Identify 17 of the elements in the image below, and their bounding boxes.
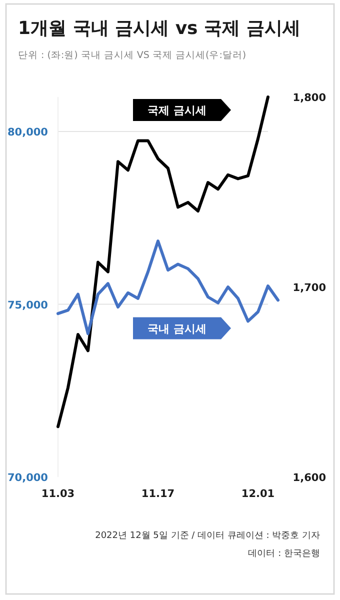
text: 2022년 12월 5일 기준 / 데이터 큐레이션 : 박중호 기자 — [95, 531, 320, 541]
y-tick-label: 80,000 — [7, 126, 48, 139]
line-series — [56, 240, 280, 336]
x-tick-label: 11.17 — [141, 488, 175, 500]
chart-title: 1개월 국내 금시세 vs 국제 금시세 — [18, 18, 300, 39]
y-tick-label: 75,000 — [7, 299, 48, 312]
arrow-label: 국제 금시세 — [133, 99, 231, 121]
line-series — [56, 96, 270, 428]
chart-subtitle: 단위 : (좌:원) 국내 금시세 VS 국제 금시세(우:달러) — [18, 50, 246, 61]
text: 데이터 : 한국은행 — [248, 549, 320, 559]
x-tick-label: 12.01 — [241, 488, 275, 500]
y2-tick-label: 1,700 — [292, 282, 326, 294]
arrow-label: 국내 금시세 — [133, 317, 231, 340]
y2-tick-label: 1,800 — [292, 92, 326, 104]
y-tick-label: 70,000 — [7, 472, 48, 484]
x-tick-label: 11.03 — [41, 488, 75, 500]
y2-tick-label: 1,600 — [292, 472, 326, 484]
